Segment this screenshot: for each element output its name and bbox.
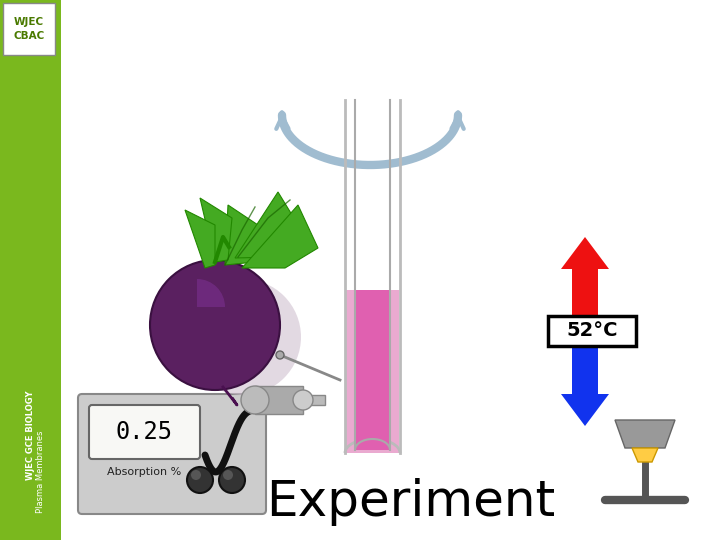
Bar	[346, 290, 399, 453]
FancyArrow shape	[561, 237, 609, 315]
Text: 0.25: 0.25	[115, 420, 173, 444]
Circle shape	[187, 467, 213, 493]
Bar	[0, 0, 61, 540]
Text: Absorption %: Absorption %	[107, 467, 181, 477]
Polygon shape	[185, 210, 215, 268]
FancyArrow shape	[561, 348, 609, 426]
Polygon shape	[200, 198, 232, 262]
Circle shape	[185, 279, 301, 395]
Text: Plasma Membranes: Plasma Membranes	[36, 431, 45, 513]
Text: 52°C: 52°C	[566, 321, 618, 341]
Wedge shape	[197, 279, 225, 307]
Circle shape	[293, 390, 313, 410]
FancyBboxPatch shape	[89, 405, 200, 459]
Bar	[255, 386, 303, 414]
Text: Experiment: Experiment	[266, 478, 555, 526]
Circle shape	[223, 470, 233, 480]
Circle shape	[241, 386, 269, 414]
Text: WJEC
CBAC: WJEC CBAC	[14, 17, 45, 40]
Circle shape	[150, 260, 280, 390]
Circle shape	[191, 470, 201, 480]
Circle shape	[276, 351, 284, 359]
Bar	[356, 290, 389, 450]
FancyBboxPatch shape	[78, 394, 266, 514]
Polygon shape	[632, 448, 658, 462]
Bar	[548, 316, 636, 346]
Polygon shape	[235, 192, 300, 258]
Circle shape	[219, 467, 245, 493]
Text: WJEC GCE BIOLOGY: WJEC GCE BIOLOGY	[26, 390, 35, 480]
Bar	[3, 3, 55, 55]
Polygon shape	[615, 420, 675, 448]
Polygon shape	[242, 205, 318, 268]
Polygon shape	[225, 205, 258, 265]
Bar	[303, 395, 325, 405]
